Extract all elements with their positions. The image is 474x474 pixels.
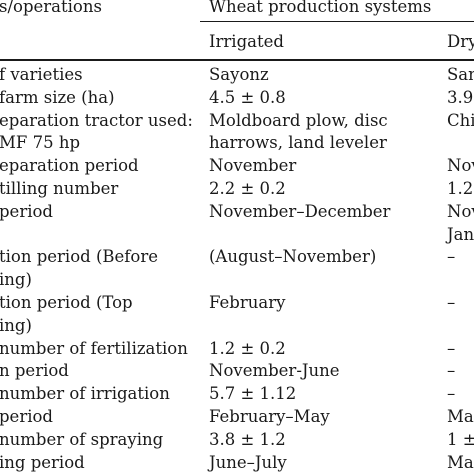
table-cell-factor: period xyxy=(0,407,53,426)
table-cell-dryland: San xyxy=(447,65,474,84)
table-cell-dryland: 1.2 xyxy=(447,179,474,198)
table-cell-factor: n period xyxy=(0,361,69,381)
table-cell-dryland: Nov xyxy=(447,201,474,221)
table-cell-factor: eparation period xyxy=(0,156,139,176)
table-cell-factor: f varieties xyxy=(0,65,83,84)
table-cell-dryland: – xyxy=(447,361,456,381)
table-cell-dryland: Nov xyxy=(447,156,474,176)
table-cell-factor: tion period (Before xyxy=(0,247,158,267)
table-cell-factor: ing period xyxy=(0,452,85,472)
table-cell-factor: farm size (ha) xyxy=(0,87,115,107)
header-bottom-rule xyxy=(0,59,474,61)
table-cell-irrigated: February–May xyxy=(209,407,330,426)
table-cell-dryland: 1 ± xyxy=(447,429,474,449)
table-cell-irrigated: harrows, land leveler xyxy=(209,133,387,153)
table-cell-dryland: Ma xyxy=(447,407,474,426)
table-cell-factor: ing) xyxy=(0,315,32,335)
table-cell-factor: eparation tractor used: xyxy=(0,110,193,130)
table-cell-dryland: Ma xyxy=(447,452,474,472)
table-cell-factor: ing) xyxy=(0,270,32,290)
table-cell-irrigated: Sayonz xyxy=(209,65,269,84)
header-dryland: Dry xyxy=(447,32,474,51)
table-cell-factor: number of spraying xyxy=(0,429,164,449)
table-cell-factor: period xyxy=(0,201,53,221)
table-cell-dryland: – xyxy=(447,338,456,358)
header-wheat-production-systems: Wheat production systems xyxy=(209,0,432,16)
table-cell-irrigated: November xyxy=(209,156,297,176)
table-cell-factor: number of irrigation xyxy=(0,384,170,404)
table-cell-dryland: 3.90 xyxy=(447,87,474,107)
table-cell-irrigated: 2.2 ± 0.2 xyxy=(209,179,286,198)
table-cell-irrigated: (August–November) xyxy=(209,247,377,267)
table-cell-irrigated: February xyxy=(209,293,286,312)
table-cell-irrigated: 5.7 ± 1.12 xyxy=(209,384,297,404)
table-cell-irrigated: Moldboard plow, disc xyxy=(209,110,388,130)
table-cell-irrigated: November–December xyxy=(209,201,391,221)
table-cell-dryland: – xyxy=(447,293,456,312)
table-cell-irrigated: 4.5 ± 0.8 xyxy=(209,87,286,107)
table-cell-irrigated: June–July xyxy=(209,452,287,472)
table-cell-dryland: – xyxy=(447,247,456,267)
table-cell-dryland: Jan xyxy=(447,224,474,244)
table-cell-factor: MF 75 hp xyxy=(0,133,81,153)
table-cell-irrigated: November-June xyxy=(209,361,340,381)
header-irrigated: Irrigated xyxy=(209,32,284,51)
table-cell-factor: number of fertilization xyxy=(0,338,188,358)
table-cell-factor: tion period (Top xyxy=(0,293,133,312)
table-cell-dryland: – xyxy=(447,384,456,404)
table-cell-irrigated: 1.2 ± 0.2 xyxy=(209,338,286,358)
table-cell-irrigated: 3.8 ± 1.2 xyxy=(209,429,286,449)
header-group-rule xyxy=(200,21,474,22)
table-cell-dryland: Chi xyxy=(447,110,474,130)
header-factors-operations: s/operations xyxy=(0,0,102,16)
table-cell-factor: tilling number xyxy=(0,179,119,198)
